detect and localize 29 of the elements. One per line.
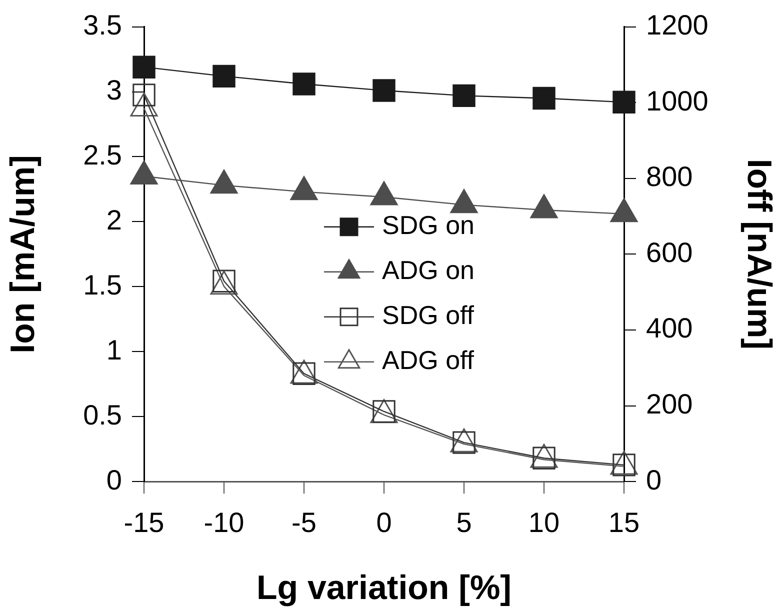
y-tick-label: 2 <box>106 204 122 236</box>
y2-tick-label: 0 <box>646 464 662 496</box>
y-tick-label: 1 <box>106 334 122 366</box>
legend-label: ADG off <box>382 345 475 376</box>
x-tick-label: 5 <box>456 507 472 538</box>
legend-label: SDG off <box>382 300 475 330</box>
y-tick-label: 0.5 <box>83 399 122 430</box>
y-tick-label: 3.5 <box>83 10 122 41</box>
legend-label: ADG on <box>382 255 474 286</box>
y2-tick-label: 200 <box>646 388 693 420</box>
legend-label: SDG on <box>382 210 474 240</box>
y2-tick-label: 400 <box>646 312 693 344</box>
y2-tick-label: 600 <box>646 236 693 268</box>
x-tick-label: -10 <box>204 507 244 538</box>
y-tick-label: 0 <box>106 464 122 496</box>
x-tick-label: 10 <box>528 507 560 538</box>
y-tick-label: 3 <box>106 74 122 106</box>
y2-axis-title: Ioff [nA/um] <box>740 158 778 350</box>
y2-tick-label: 800 <box>646 161 693 192</box>
x-tick-label: -5 <box>292 507 316 538</box>
y-axis-title: Ion [mA/um] <box>4 155 42 354</box>
y2-tick-label: 1000 <box>646 85 708 116</box>
x-tick-label: 0 <box>376 507 392 538</box>
y-tick-label: 2.5 <box>83 139 122 170</box>
x-axis-title: Lg variation [%] <box>256 568 512 607</box>
x-tick-label: 15 <box>608 507 640 538</box>
y2-tick-label: 1200 <box>646 10 708 41</box>
x-tick-label: -15 <box>124 507 164 538</box>
y-tick-label: 1.5 <box>83 269 122 300</box>
